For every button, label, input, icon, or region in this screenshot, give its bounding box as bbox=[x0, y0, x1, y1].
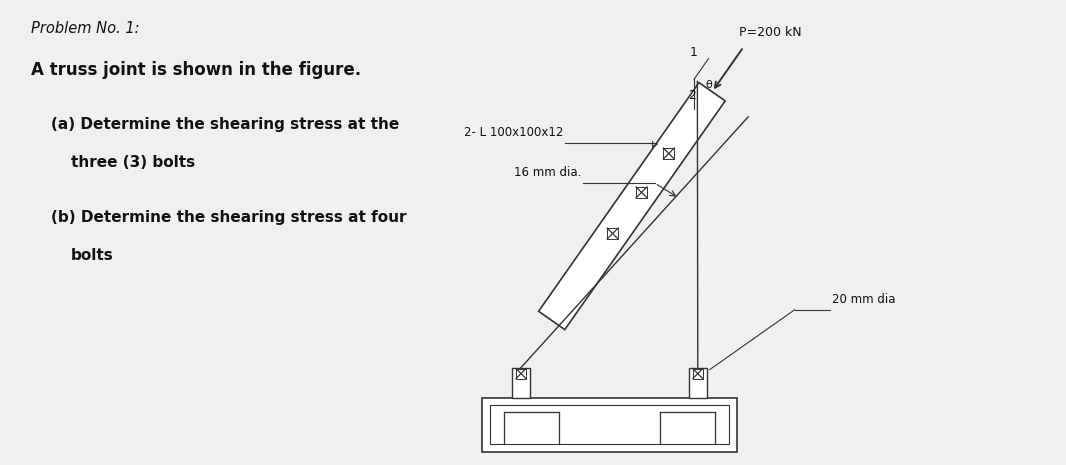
Text: 1: 1 bbox=[690, 46, 697, 59]
Text: (b) Determine the shearing stress at four: (b) Determine the shearing stress at fou… bbox=[50, 210, 406, 225]
Text: 2: 2 bbox=[689, 89, 696, 102]
Text: (a) Determine the shearing stress at the: (a) Determine the shearing stress at the bbox=[50, 117, 399, 133]
Bar bbox=[512, 368, 530, 398]
Text: 20 mm dia: 20 mm dia bbox=[831, 293, 895, 306]
Text: θ: θ bbox=[705, 80, 712, 90]
Text: A truss joint is shown in the figure.: A truss joint is shown in the figure. bbox=[31, 60, 360, 79]
Text: 2- L 100x100x12: 2- L 100x100x12 bbox=[464, 126, 563, 140]
Text: bolts: bolts bbox=[70, 248, 113, 263]
Bar bbox=[490, 405, 729, 445]
Bar bbox=[689, 368, 707, 398]
Bar bbox=[482, 398, 737, 452]
Polygon shape bbox=[538, 83, 725, 330]
Text: P=200 kN: P=200 kN bbox=[739, 26, 802, 39]
Text: 16 mm dia.: 16 mm dia. bbox=[514, 166, 581, 179]
Text: three (3) bolts: three (3) bolts bbox=[70, 155, 195, 170]
Text: Problem No. 1:: Problem No. 1: bbox=[31, 20, 140, 36]
